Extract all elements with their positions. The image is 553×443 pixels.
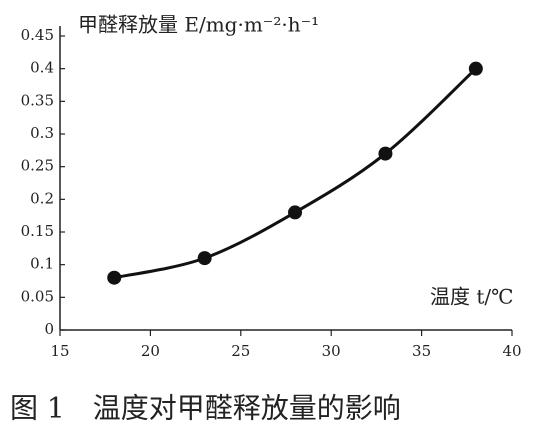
- point: [468, 61, 483, 76]
- y-tick-label: 0.3: [30, 124, 54, 142]
- y-tick-label: 0.4: [30, 59, 54, 77]
- point: [378, 146, 393, 161]
- x-tick-label: 15: [50, 342, 69, 360]
- y-tick-label: 0.05: [21, 287, 54, 305]
- y-tick-label: 0.15: [21, 222, 54, 240]
- y-tick-label: 0.45: [21, 26, 54, 44]
- y-tick-label: 0.35: [21, 91, 54, 109]
- x-tick-label: 25: [231, 342, 250, 360]
- x-tick-label: 20: [141, 342, 160, 360]
- point: [107, 270, 122, 285]
- y-tick-label: 0: [44, 320, 54, 338]
- point: [197, 251, 212, 266]
- x-tick-label: 35: [412, 342, 431, 360]
- point: [288, 205, 303, 220]
- y-tick-label: 0.1: [30, 255, 54, 273]
- line: [113, 67, 477, 280]
- y-tick-label: 0.25: [21, 157, 54, 175]
- x-tick-label: 30: [322, 342, 341, 360]
- x-axis-label: 温度 t/℃: [430, 285, 514, 309]
- caption: 图 1 温度对甲醛释放量的影响: [10, 392, 401, 425]
- y-tick-label: 0.2: [30, 189, 54, 207]
- y-axis-label: 甲醛释放量 E/mg·m⁻²·h⁻¹: [78, 13, 319, 37]
- x-tick-label: 40: [502, 342, 521, 360]
